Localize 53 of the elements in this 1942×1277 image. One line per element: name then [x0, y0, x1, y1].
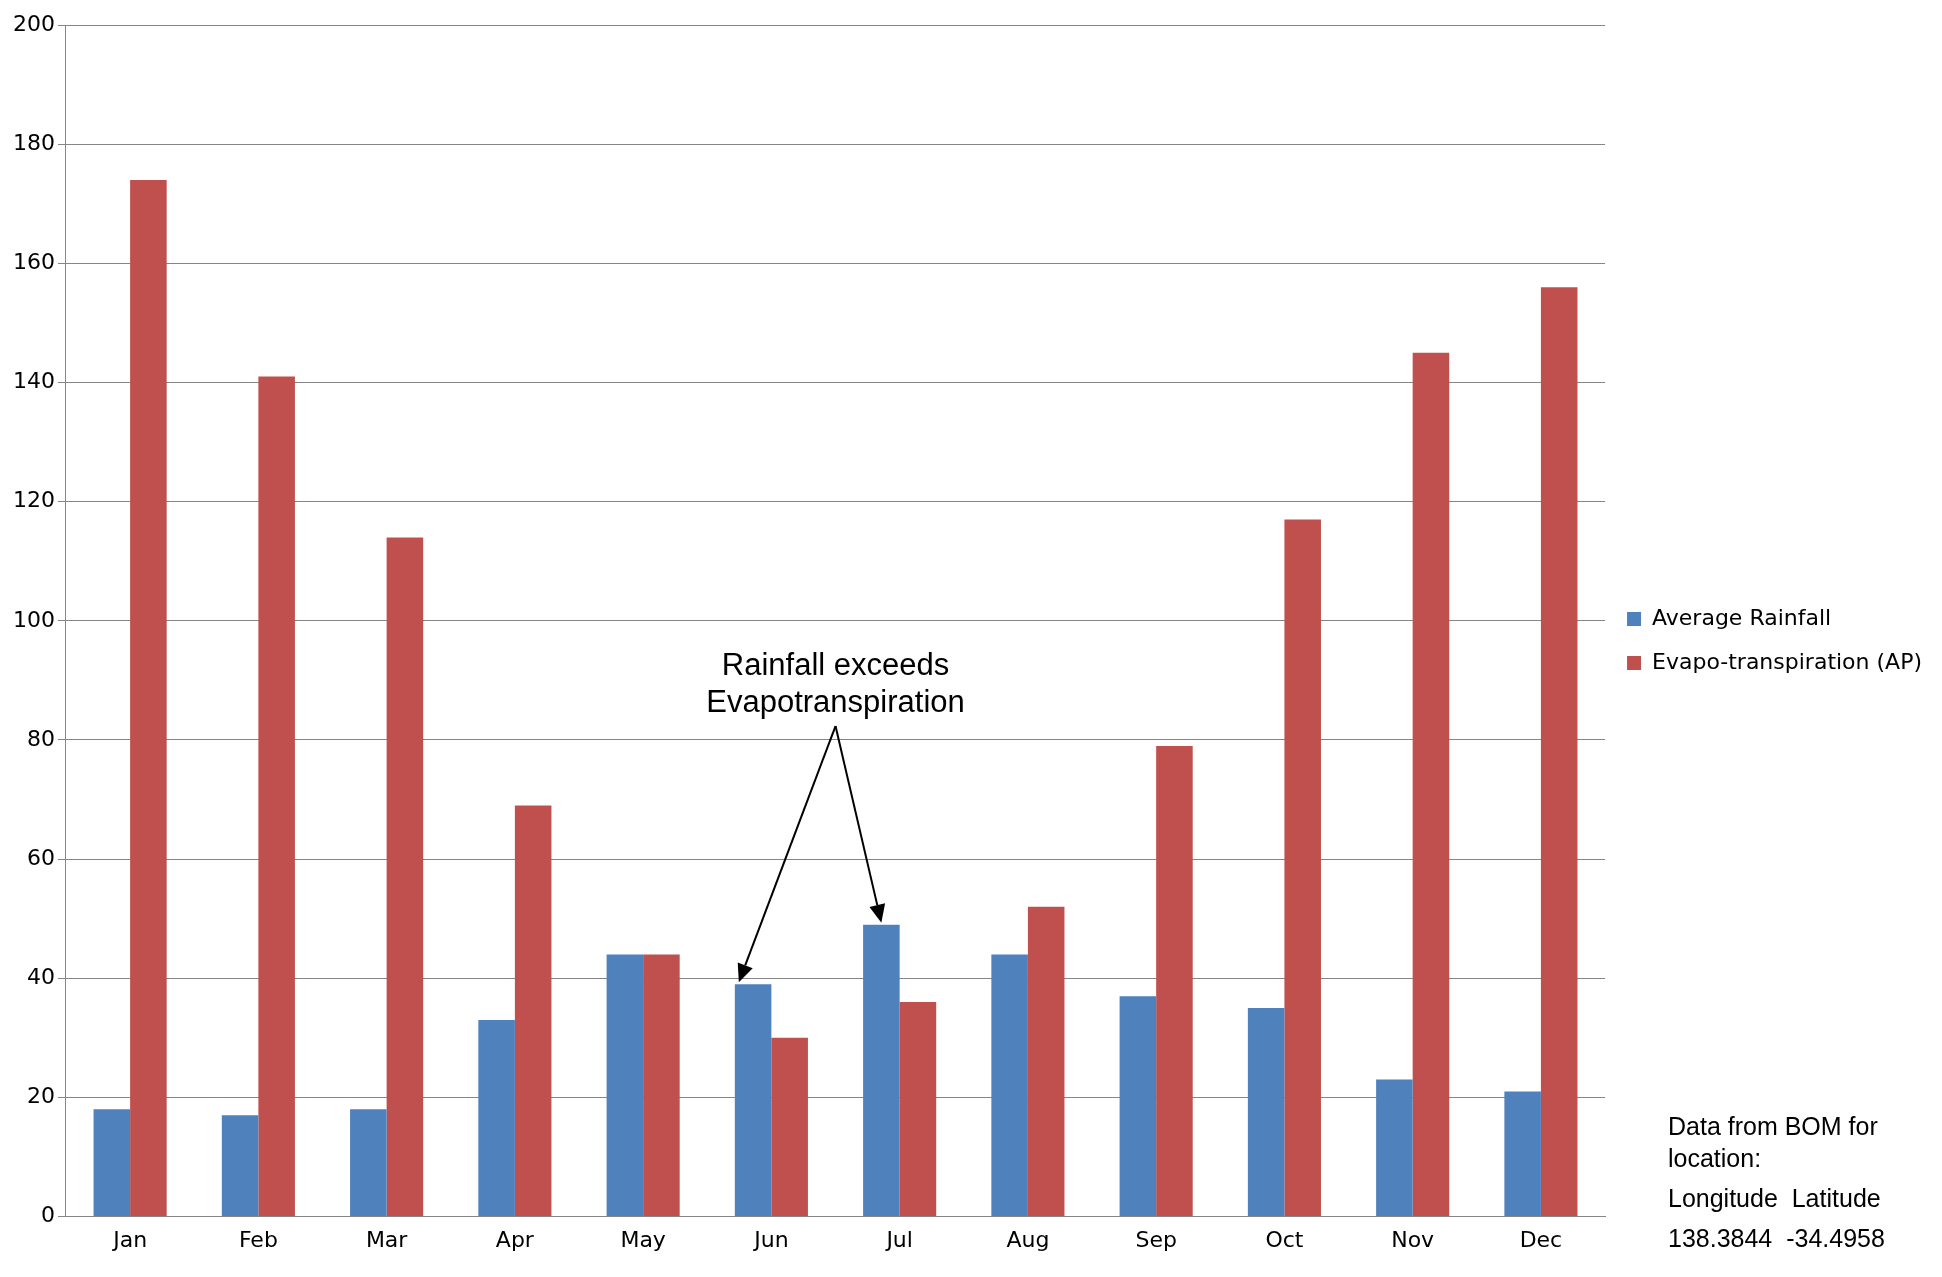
- bar: [1412, 352, 1450, 1217]
- bar: [771, 1037, 808, 1217]
- y-tick-label: 80: [26, 725, 55, 751]
- bar: [1284, 519, 1321, 1217]
- y-tick-label: 100: [12, 606, 55, 632]
- bar: [93, 1109, 131, 1217]
- y-tick-label: 140: [12, 368, 55, 394]
- bar: [734, 984, 772, 1217]
- bar: [606, 954, 644, 1217]
- bar: [258, 376, 295, 1217]
- y-tick-label: 20: [26, 1083, 55, 1109]
- bar: [478, 1019, 515, 1217]
- x-tick-label: Jul: [884, 1226, 913, 1252]
- legend-label: Average Rainfall: [1652, 604, 1832, 630]
- text: Longitude Latitude: [1668, 1183, 1882, 1214]
- bar: [1027, 906, 1065, 1217]
- bar: [1376, 1079, 1413, 1217]
- bar: [991, 954, 1028, 1217]
- y-tick-label: 200: [12, 10, 55, 36]
- bar: [899, 1002, 937, 1217]
- x-tick-label: Feb: [238, 1226, 278, 1252]
- text: Data from BOM for location:: [1668, 1111, 1879, 1174]
- bar: [643, 954, 680, 1217]
- bar: [130, 179, 167, 1217]
- bar: [350, 1109, 387, 1217]
- bar: [514, 805, 552, 1217]
- annotation: Rainfall exceeds Evapotranspiration: [706, 646, 965, 719]
- x-tick-label: Dec: [1519, 1226, 1563, 1252]
- y-tick-label: 180: [12, 129, 55, 155]
- y-tick-label: 0: [40, 1202, 55, 1228]
- bar: [863, 924, 900, 1217]
- x-tick-label: May: [620, 1226, 666, 1252]
- x-tick-label: Aug: [1006, 1226, 1050, 1252]
- y-tick-label: 160: [12, 249, 55, 275]
- x-tick-label: Mar: [365, 1226, 409, 1252]
- bar: [1247, 1008, 1285, 1217]
- x-tick-label: Oct: [1265, 1226, 1304, 1252]
- y-tick-label: 40: [26, 964, 55, 989]
- legend-label: Evapo-transpiration (AP): [1652, 648, 1922, 674]
- bar: [386, 537, 424, 1217]
- y-tick-label: 60: [26, 844, 55, 870]
- text: 138.3844 -34.4958: [1668, 1223, 1886, 1254]
- x-tick-label: Nov: [1391, 1226, 1435, 1252]
- bar: [221, 1115, 259, 1217]
- x-tick-label: Sep: [1135, 1226, 1177, 1252]
- bar: [1119, 996, 1157, 1217]
- x-tick-label: Apr: [495, 1226, 535, 1252]
- bar: [1504, 1091, 1541, 1217]
- x-tick-label: Jun: [752, 1226, 789, 1252]
- bar: [1156, 745, 1193, 1217]
- bar: [1540, 287, 1578, 1217]
- x-tick-label: Jan: [111, 1226, 148, 1252]
- y-tick-label: 120: [12, 487, 55, 513]
